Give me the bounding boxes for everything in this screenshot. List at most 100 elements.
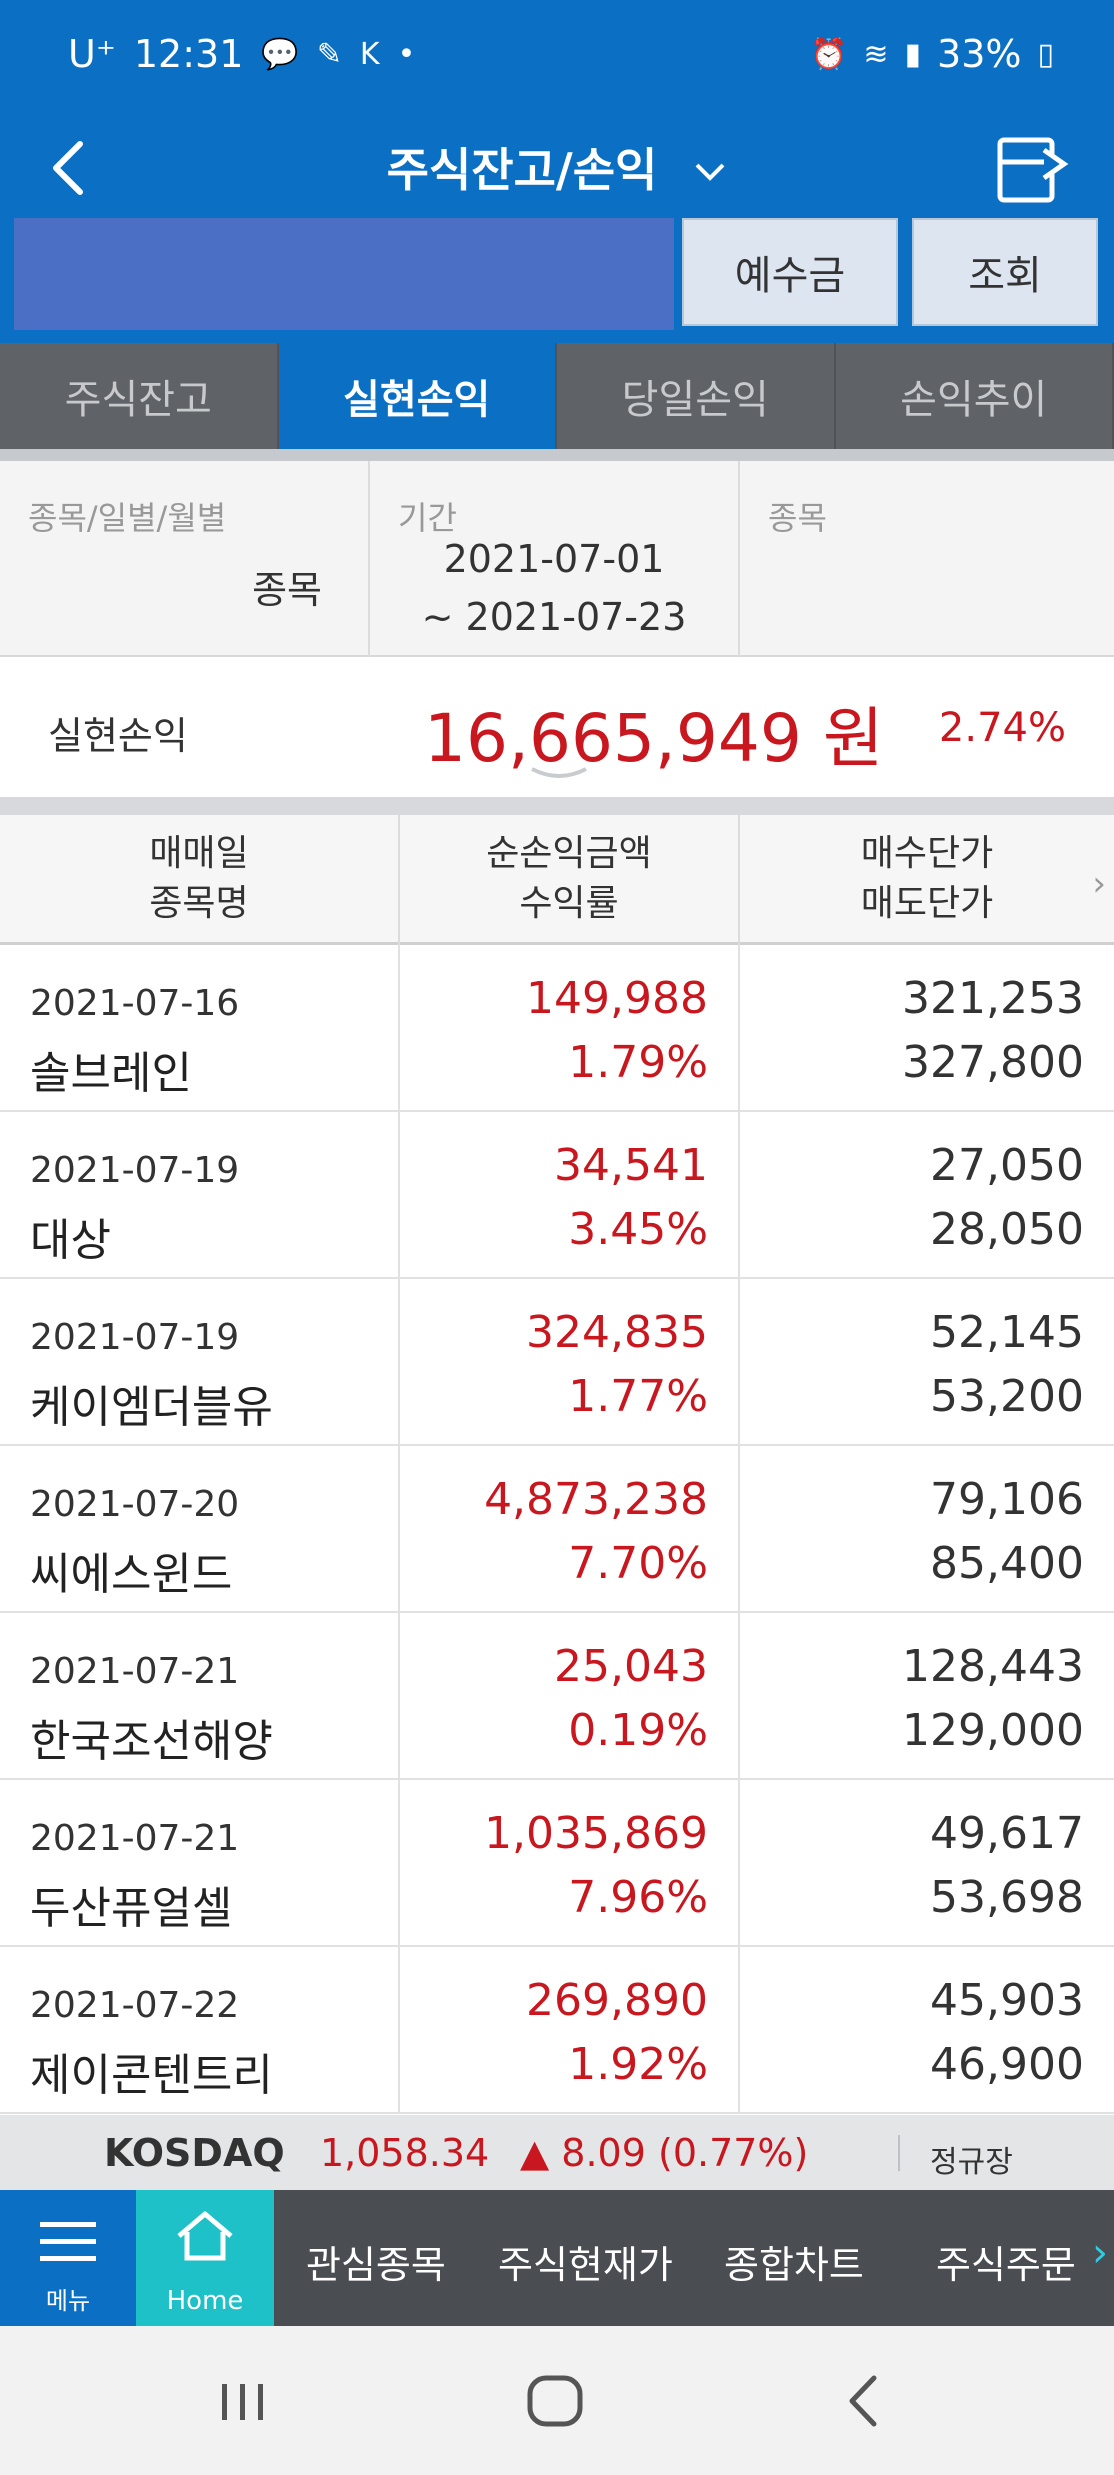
header-sell-price: 매도단가 [860,883,994,924]
status-bar: U⁺ 12:31 💬 ✎ K • ⏰ ≋ ▮ 33% ▯ [0,0,1114,118]
row-date-name-cell: 2021-07-21 한국조선해양 [0,1613,400,1778]
header-stock-name: 종목명 [149,883,249,924]
header-date-name: 매매일 종목명 [0,815,400,945]
row-pl-cell: 4,873,238 7.70% [400,1446,740,1611]
stock-name: 솔브레인 [30,1048,192,1099]
back-button[interactable] [40,136,100,200]
trade-date: 2021-07-16 [30,983,240,1024]
market-session: 정규장 [930,2145,1013,2180]
net-pl: 269,890 [526,1975,708,2026]
hamburger-icon [40,2222,96,2261]
row-date-name-cell: 2021-07-20 씨에스윈드 [0,1446,400,1611]
market-ticker[interactable]: KOSDAQ 1,058.34 ▲ 8.09 (0.77%) 정규장 [0,2115,1114,2190]
nav-order[interactable]: 주식주문 [936,2243,1076,2287]
table-row[interactable]: 2021-07-22 제이콘텐트리 269,890 1.92% 45,903 4… [0,1947,1114,2114]
table-row[interactable]: 2021-07-19 대상 34,541 3.45% 27,050 28,050 [0,1112,1114,1279]
row-pl-cell: 34,541 3.45% [400,1112,740,1277]
return-rate: 7.70% [568,1538,708,1589]
menu-label: 메뉴 [45,2287,91,2315]
section-divider [0,797,1114,815]
collapse-handle-icon[interactable] [530,767,588,781]
nav-watchlist[interactable]: 관심종목 [306,2243,446,2287]
buy-price: 49,617 [930,1808,1084,1859]
period-end: ~ 2021-07-23 [421,595,687,639]
deposit-button[interactable]: 예수금 [682,218,898,326]
table-row[interactable]: 2021-07-21 두산퓨얼셀 1,035,869 7.96% 49,617 … [0,1780,1114,1947]
summary-rate: 2.74% [938,705,1066,751]
stock-name: 한국조선해양 [30,1716,273,1767]
stock-name: 제이콘텐트리 [30,2050,273,2101]
stock-name: 두산퓨얼셀 [30,1883,233,1934]
tab-today-pl[interactable]: 당일손익 [557,343,836,449]
chevron-right-icon[interactable]: › [1092,864,1106,904]
row-pl-cell: 149,988 1.79% [400,945,740,1110]
buy-price: 79,106 [930,1474,1084,1525]
page-title-dropdown[interactable]: 주식잔고/손익 [0,134,1114,200]
ticker-value: 1,058.34 [320,2131,490,2175]
net-pl: 4,873,238 [484,1474,708,1525]
talk-icon: 💬 [261,36,299,72]
dot-icon: • [397,36,416,72]
nav-current-price[interactable]: 주식현재가 [498,2243,673,2287]
account-row: 예수금 조회 [0,218,1114,343]
row-pl-cell: 269,890 1.92% [400,1947,740,2112]
tab-bar: 주식잔고 실현손익 당일손익 손익추이 [0,343,1114,449]
tab-divider [0,449,1114,461]
ticker-divider [898,2135,900,2171]
query-button[interactable]: 조회 [912,218,1098,326]
row-date-name-cell: 2021-07-19 대상 [0,1112,400,1277]
row-date-name-cell: 2021-07-22 제이콘텐트리 [0,1947,400,2112]
sell-price: 28,050 [930,1204,1084,1255]
system-nav-bar [0,2326,1114,2475]
table-row[interactable]: 2021-07-16 솔브레인 149,988 1.79% 321,253 32… [0,945,1114,1112]
return-rate: 1.77% [568,1371,708,1422]
menu-button[interactable]: 메뉴 [0,2190,136,2326]
account-selector[interactable] [14,218,674,330]
filter-stock[interactable]: 종목 [740,461,1114,657]
home-button[interactable]: Home [136,2190,274,2326]
row-price-cell: 321,253 327,800 [740,945,1114,1110]
filter-period-label: 기간 [398,499,457,537]
sell-price: 46,900 [930,2039,1084,2090]
sell-price: 129,000 [902,1705,1084,1756]
header-buy-price: 매수단가 [860,833,994,874]
alarm-icon: ⏰ [810,36,848,72]
app-header: 주식잔고/손익 [0,118,1114,218]
home-icon [177,2211,233,2261]
table-row[interactable]: 2021-07-19 케이엠더블유 324,835 1.77% 52,145 5… [0,1279,1114,1446]
buy-price: 128,443 [902,1641,1084,1692]
realized-summary: 실현손익 16,665,949 원 2.74% [0,657,1114,797]
ticker-change: ▲ 8.09 (0.77%) [520,2131,809,2175]
recent-apps-icon[interactable] [208,2366,278,2436]
period-start: 2021-07-01 [443,537,665,581]
sell-price: 53,200 [930,1371,1084,1422]
stock-name: 씨에스윈드 [30,1549,233,1600]
chevron-right-icon[interactable]: › [1092,2230,1108,2276]
home-nav-icon[interactable] [520,2366,590,2436]
tab-stock-balance[interactable]: 주식잔고 [0,343,279,449]
return-rate: 1.79% [568,1037,708,1088]
table-row[interactable]: 2021-07-21 한국조선해양 25,043 0.19% 128,443 1… [0,1613,1114,1780]
battery-icon: ▯ [1037,36,1054,72]
header-return-rate: 수익률 [519,883,619,924]
return-rate: 0.19% [568,1705,708,1756]
chevron-left-icon [53,141,83,195]
row-pl-cell: 25,043 0.19% [400,1613,740,1778]
row-price-cell: 52,145 53,200 [740,1279,1114,1444]
bottom-nav: 메뉴 Home 관심종목 주식현재가 종합차트 주식주문 › [0,2190,1114,2326]
row-date-name-cell: 2021-07-21 두산퓨얼셀 [0,1780,400,1945]
buy-price: 52,145 [930,1307,1084,1358]
filter-period[interactable]: 기간 2021-07-01 ~ 2021-07-23 [370,461,740,657]
table-row[interactable]: 2021-07-20 씨에스윈드 4,873,238 7.70% 79,106 … [0,1446,1114,1613]
tab-realized-pl[interactable]: 실현손익 [278,343,557,449]
export-button[interactable] [990,126,1074,210]
trade-date: 2021-07-20 [30,1484,240,1525]
tab-pl-trend[interactable]: 손익추이 [836,343,1114,449]
filter-type[interactable]: 종목/일별/월별 종목 [0,461,370,657]
nav-chart[interactable]: 종합차트 [724,2243,864,2287]
status-left: U⁺ 12:31 💬 ✎ K • [68,32,415,76]
back-nav-icon[interactable] [830,2366,900,2436]
row-pl-cell: 1,035,869 7.96% [400,1780,740,1945]
trade-list: 2021-07-16 솔브레인 149,988 1.79% 321,253 32… [0,945,1114,2114]
return-rate: 1.92% [568,2039,708,2090]
